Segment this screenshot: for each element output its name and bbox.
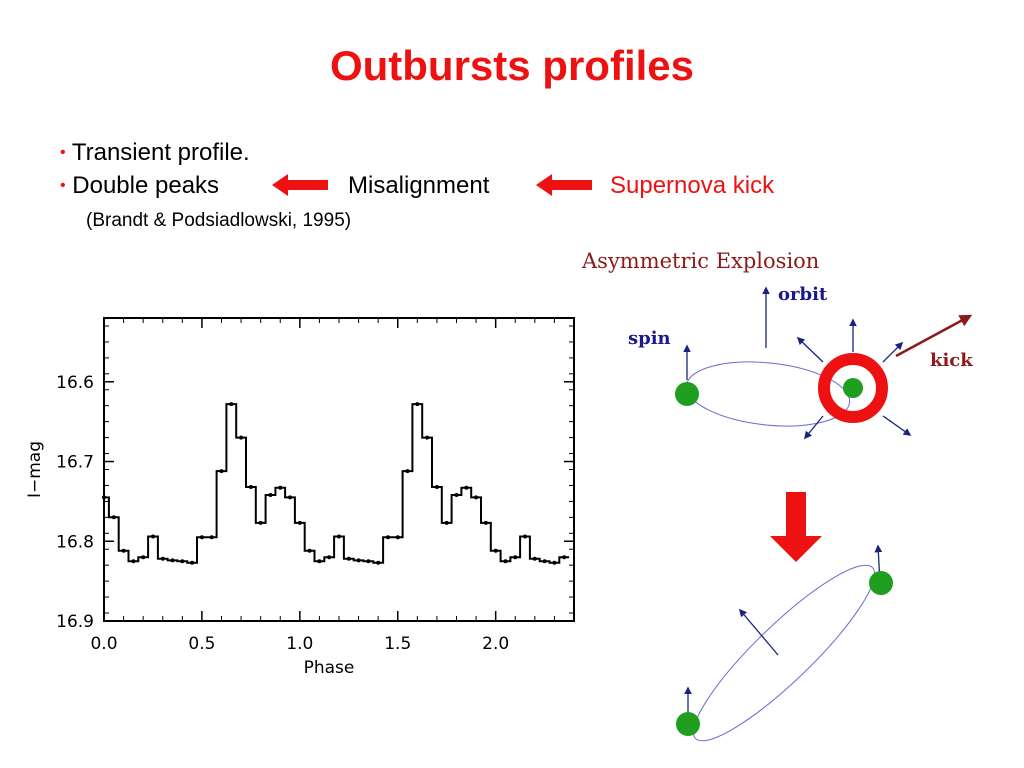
data-point — [395, 535, 400, 540]
data-point — [346, 556, 351, 561]
orbit-normal-arrow-icon — [738, 608, 779, 656]
data-point — [337, 534, 341, 539]
data-point — [483, 520, 488, 525]
data-point — [278, 485, 283, 490]
companion-star-icon — [675, 382, 699, 406]
explosion-ring-icon — [818, 353, 888, 423]
data-point — [474, 495, 479, 500]
data-point — [376, 560, 381, 565]
data-point — [542, 559, 547, 564]
data-point — [258, 520, 263, 525]
bullet-text-supernova-kick: Supernova kick — [610, 172, 775, 199]
data-point — [317, 559, 322, 564]
remnant-star-icon — [676, 712, 700, 736]
data-point — [141, 555, 146, 560]
data-point — [111, 515, 116, 520]
data-point — [405, 469, 410, 474]
orbit-label: orbit — [778, 284, 828, 305]
data-point — [121, 548, 126, 553]
data-point — [434, 485, 439, 489]
left-arrow-icon — [536, 174, 592, 196]
data-point — [415, 402, 420, 407]
y-axis-label: I−mag — [25, 441, 45, 498]
data-point — [356, 558, 361, 563]
data-point — [239, 435, 244, 440]
bullet-text-transient: Transient profile. — [71, 139, 250, 166]
bullet-marker: • — [60, 144, 66, 161]
spin-label: spin — [628, 328, 671, 349]
y-tick-label: 16.9 — [56, 612, 94, 632]
ejecta-arrow-icon — [882, 415, 912, 436]
x-tick-label: 1.0 — [286, 634, 313, 654]
kick-arrow-icon — [895, 314, 973, 358]
plot-frame — [103, 317, 575, 622]
data-point — [464, 485, 469, 490]
left-arrow-icon — [272, 174, 328, 196]
x-tick-label: 0.5 — [188, 634, 215, 654]
data-point — [444, 520, 449, 525]
x-tick-label: 1.5 — [384, 634, 411, 654]
data-point — [248, 485, 253, 489]
data-point — [268, 493, 273, 497]
y-tick-label: 16.8 — [56, 532, 94, 552]
data-point — [454, 493, 459, 497]
slide-title: Outbursts profiles — [329, 42, 695, 89]
data-point — [493, 548, 498, 553]
bullet-text-misalignment: Misalignment — [348, 172, 490, 199]
data-point — [327, 555, 332, 560]
data-point — [170, 558, 175, 563]
data-point — [209, 535, 214, 540]
bullet-line-1: • Transient profile. — [60, 138, 250, 171]
data-point — [307, 548, 312, 553]
data-point — [102, 495, 106, 500]
data-point — [190, 560, 195, 565]
data-point — [131, 559, 136, 564]
y-tick-label: 16.7 — [56, 453, 94, 473]
data-point — [297, 520, 302, 525]
x-tick-label: 2.0 — [482, 634, 509, 654]
data-point — [219, 469, 224, 474]
exploding-star-icon — [843, 378, 863, 398]
diagram-title: Asymmetric Explosion — [581, 249, 819, 273]
ejecta-arrow-icon — [804, 415, 824, 440]
data-point — [513, 555, 518, 560]
data-point — [151, 534, 155, 539]
y-tick-label: 16.6 — [56, 373, 94, 393]
data-point — [532, 556, 537, 561]
bullet-marker: • — [60, 177, 66, 194]
data-point — [386, 535, 390, 540]
companion-star-icon — [869, 571, 893, 595]
down-arrow-icon — [770, 492, 822, 562]
data-point — [199, 535, 204, 540]
data-point — [425, 435, 430, 440]
tilted-orbit-ellipse — [692, 564, 876, 742]
data-point — [366, 559, 371, 564]
x-tick-label: 0.0 — [90, 634, 117, 654]
kick-label: kick — [930, 350, 973, 371]
asymmetric-explosion-diagram: Asymmetric Explosion orbit spin kick — [581, 249, 973, 742]
light-curve-chart: 0.0 0.5 1.0 1.5 2.0 16.6 16.7 16.8 16.9 Phase I−ma… — [25, 317, 575, 678]
ejecta-arrow-icon — [796, 336, 824, 363]
bullet-text-double-peaks: Double peaks — [72, 172, 220, 199]
data-point — [562, 555, 567, 560]
bullet-line-2: • Double peaks — [60, 171, 219, 204]
reference-citation: (Brandt & Podsiadlowski, 1995) — [86, 210, 352, 231]
light-curve-step-line — [104, 403, 570, 564]
data-point — [523, 534, 527, 539]
data-point — [503, 559, 508, 564]
data-point — [288, 495, 292, 500]
x-axis-label: Phase — [304, 658, 355, 678]
data-point — [229, 402, 234, 407]
ejecta-arrow-icon — [882, 341, 904, 363]
data-point — [552, 560, 557, 565]
data-point — [160, 556, 165, 561]
data-point — [180, 559, 185, 564]
